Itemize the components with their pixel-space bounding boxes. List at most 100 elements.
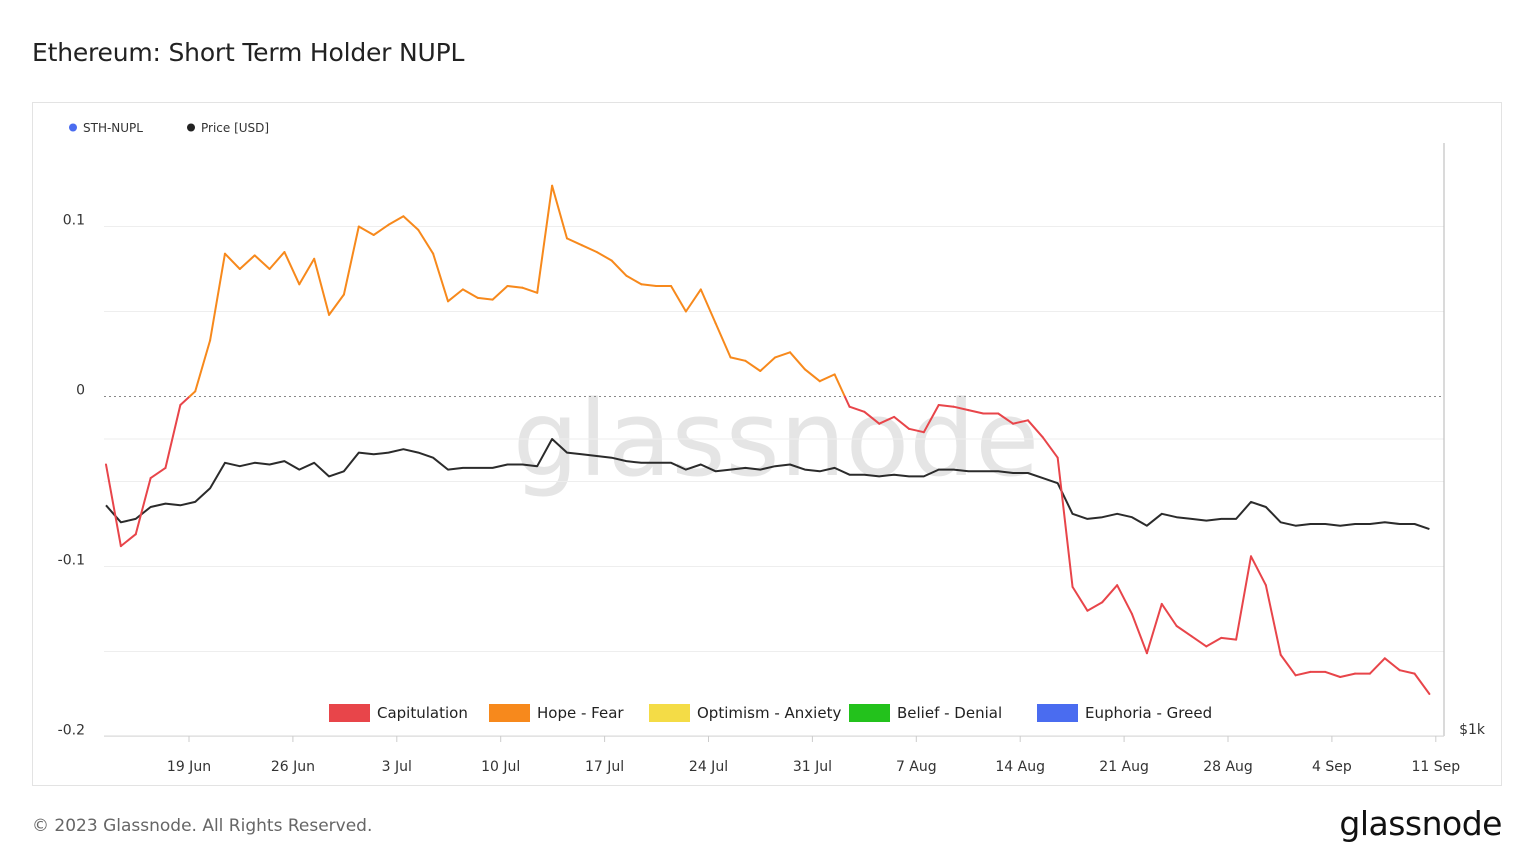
nupl-segment — [1041, 436, 1059, 459]
legend-marker — [187, 123, 195, 132]
y-axis-ticks: 0.1 0 -0.1 -0.2 $1k — [58, 213, 1486, 739]
nupl-segment — [1339, 672, 1357, 678]
nupl-segment — [997, 412, 1015, 425]
nupl-segment — [521, 286, 539, 294]
x-axis-ticks: 19 Jun 26 Jun 3 Jul 10 Jul 17 Jul 24 Jul 31 Ju… — [167, 736, 1460, 775]
nupl-segment — [1205, 636, 1223, 648]
nupl-segment — [179, 395, 191, 406]
zone-label: Capitulation — [377, 704, 468, 722]
nupl-segment — [238, 254, 256, 270]
nupl-segment — [640, 283, 658, 287]
y-tick-label: 0.1 — [63, 213, 85, 229]
nupl-segment — [491, 285, 509, 301]
zone-label: Belief - Denial — [897, 704, 1002, 722]
x-tick-label: 3 Jul — [382, 759, 412, 775]
nupl-segment — [1264, 584, 1282, 656]
y-tick-label: 0 — [76, 383, 85, 399]
nupl-segment — [803, 368, 821, 383]
chart-svg[interactable]: glassnode 0.10-0.1-0.2 $1k 19 Jun 26 Jun 3 … — [33, 103, 1503, 787]
legend-marker — [69, 123, 77, 132]
nupl-segment — [922, 404, 940, 434]
nupl-segment — [387, 215, 405, 226]
nupl-segment — [119, 533, 137, 548]
nupl-segment — [818, 373, 836, 383]
y-tick-label: -0.2 — [58, 723, 85, 739]
nupl-segment — [134, 477, 152, 536]
chart-panel: glassnode 0.1 0 -0.1 -0.2 $1k 19 Jun 26 Jun 3 … — [32, 102, 1502, 786]
nupl-segment — [223, 252, 241, 270]
nupl-segment — [1101, 584, 1119, 604]
nupl-segment — [1368, 657, 1386, 675]
nupl-segment — [1413, 672, 1431, 695]
nupl-segment — [536, 184, 554, 294]
nupl-segment — [461, 288, 479, 299]
nupl-segment — [863, 410, 881, 425]
legend: STH-NUPL Price [USD] — [69, 121, 269, 135]
legend-label: STH-NUPL — [83, 121, 143, 135]
nupl-segment — [164, 404, 182, 469]
series-layer — [105, 184, 1431, 695]
x-tick-label: 17 Jul — [585, 759, 624, 775]
nupl-segment — [1279, 653, 1297, 677]
nupl-segment — [893, 415, 910, 430]
zone-swatch — [489, 704, 530, 722]
nupl-segment — [1294, 670, 1312, 677]
nupl-segment — [1145, 602, 1163, 655]
nupl-segment — [1056, 456, 1074, 588]
zone-label: Hope - Fear — [537, 704, 624, 722]
nupl-segment — [670, 285, 687, 313]
nupl-segment — [417, 228, 435, 255]
nupl-segment — [432, 252, 450, 303]
x-tick-label: 31 Jul — [793, 759, 832, 775]
nupl-segment — [774, 351, 792, 359]
x-tick-label: 11 Sep — [1411, 759, 1460, 775]
glassnode-logo[interactable]: glassnode — [1339, 804, 1502, 843]
legend-label: Price [USD] — [201, 121, 269, 135]
nupl-segment — [699, 288, 717, 325]
nupl-segment — [848, 405, 866, 413]
x-tick-label: 10 Jul — [481, 759, 520, 775]
zone-legend: Capitulation Hope - Fear Optimism - Anxiet… — [329, 704, 1212, 722]
nupl-segment — [551, 184, 568, 240]
grid — [104, 143, 1445, 737]
nupl-segment — [952, 405, 970, 412]
price-line — [105, 438, 1430, 531]
nupl-segment — [610, 259, 628, 277]
nupl-segment — [283, 251, 301, 286]
nupl-segment — [105, 463, 122, 548]
nupl-segment — [1398, 669, 1416, 675]
nupl-segment — [209, 252, 226, 342]
nupl-segment — [595, 251, 613, 262]
nupl-segment — [878, 415, 896, 425]
nupl-segment — [1086, 601, 1104, 612]
zone-swatch — [649, 704, 690, 722]
nupl-segment — [313, 257, 331, 316]
nupl-segment — [1071, 585, 1089, 612]
nupl-segment — [188, 390, 197, 398]
zone-label: Optimism - Anxiety — [697, 704, 841, 722]
nupl-segment — [1026, 419, 1044, 439]
nupl-segment — [253, 254, 271, 270]
nupl-segment — [729, 356, 747, 362]
nupl-segment — [967, 409, 985, 415]
nupl-segment — [565, 237, 583, 247]
nupl-segment — [447, 288, 464, 303]
nupl-segment — [907, 427, 925, 434]
x-tick-label: 26 Jun — [271, 759, 315, 775]
nupl-segment — [328, 293, 345, 316]
nupl-segment — [789, 351, 806, 371]
nupl-segment — [476, 296, 494, 301]
x-tick-label: 7 Aug — [896, 759, 937, 775]
nupl-segment — [684, 288, 702, 313]
x-tick-label: 14 Aug — [995, 759, 1045, 775]
x-tick-label: 19 Jun — [167, 759, 211, 775]
nupl-segment — [1116, 584, 1134, 616]
nupl-segment — [268, 251, 286, 270]
zone-label: Euphoria - Greed — [1085, 704, 1212, 722]
nupl-segment — [149, 466, 167, 480]
x-tick-label: 21 Aug — [1099, 759, 1149, 775]
zone-swatch — [1037, 704, 1078, 722]
nupl-segment — [1131, 613, 1148, 655]
nupl-segment — [1383, 657, 1401, 672]
x-tick-label: 28 Aug — [1203, 759, 1253, 775]
